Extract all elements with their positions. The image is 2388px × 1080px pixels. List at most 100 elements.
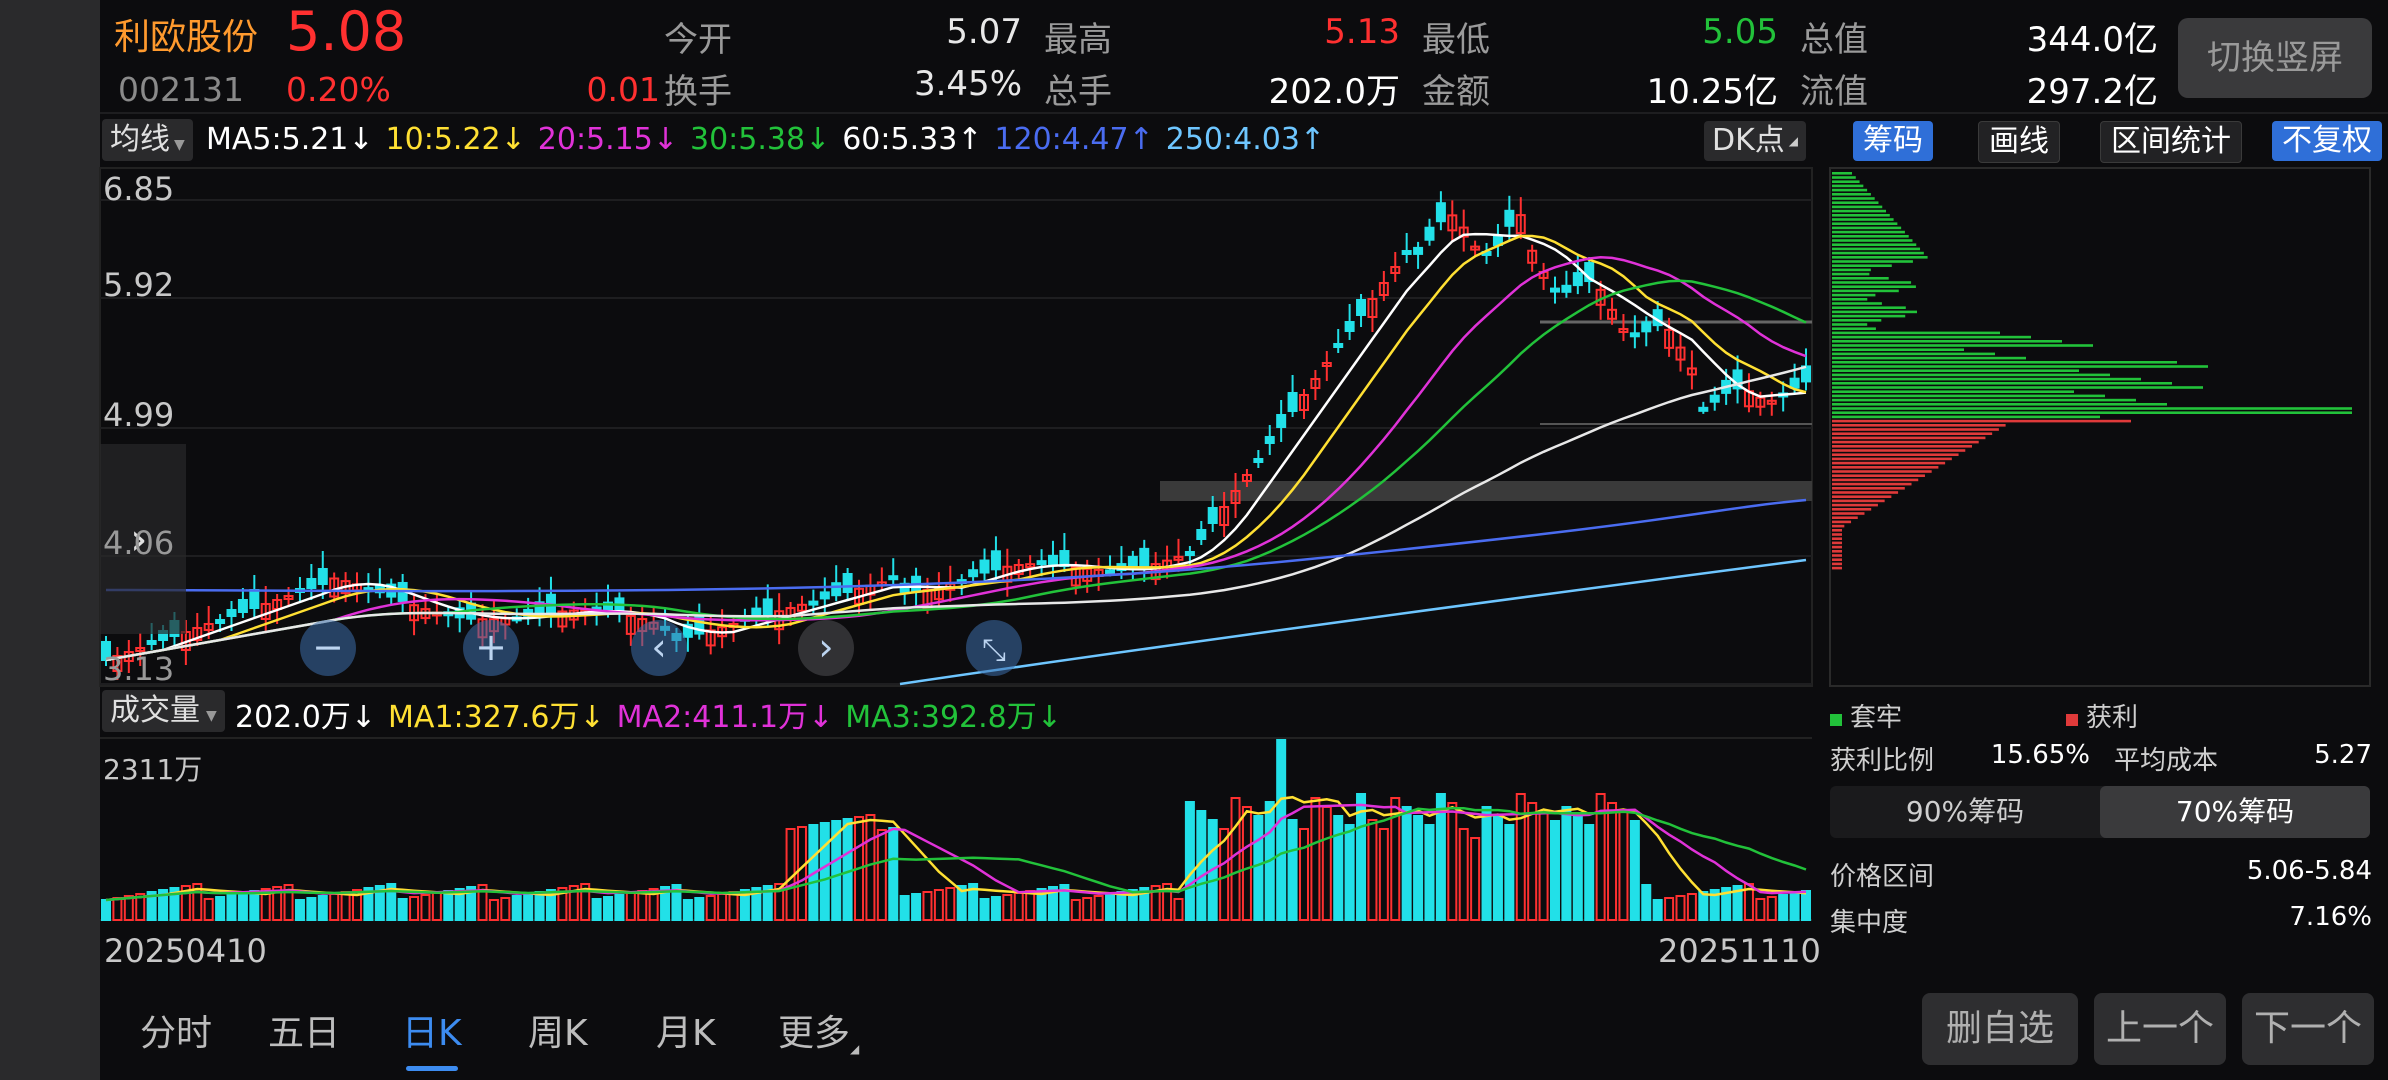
tab-weekly-k[interactable]: 周K	[528, 1013, 588, 1054]
tab-chips-90[interactable]: 90%筹码	[1905, 795, 2025, 828]
candle-body	[1789, 377, 1800, 389]
chip-bar	[1832, 516, 1858, 519]
volume-bar	[1561, 806, 1572, 921]
tab-no-adjust[interactable]: 不复权	[2272, 121, 2382, 161]
tab-chips[interactable]: 筹码	[1853, 121, 1933, 161]
ma-legend-value: MA5:5.21	[206, 122, 349, 157]
candle-body	[1059, 550, 1070, 568]
volume-bar	[1333, 815, 1344, 921]
chip-bar	[1832, 289, 1899, 293]
remove-watchlist-button[interactable]: 删自选	[1922, 993, 2078, 1065]
candle-body	[990, 550, 1001, 571]
tab-range-stats[interactable]: 区间统计	[2100, 121, 2242, 163]
candle-body	[1686, 367, 1697, 376]
chip-bar	[1832, 373, 2110, 377]
chip-bar	[1832, 193, 1871, 196]
chip-bar	[1832, 533, 1842, 536]
scroll-left-button[interactable]: ‹	[631, 620, 687, 676]
green-square-icon	[1830, 714, 1842, 726]
collapse-handle[interactable]: ›	[100, 444, 186, 634]
zoom-in-button[interactable]: +	[463, 620, 519, 676]
chip-bar	[1832, 419, 2131, 423]
volume-legend-item: 202.0万↓	[235, 700, 376, 735]
tab-more[interactable]: 更多◢	[778, 1004, 859, 1056]
chip-bar	[1832, 172, 1852, 175]
volume-bar	[1356, 793, 1367, 921]
previous-stock-button[interactable]: 上一个	[2094, 993, 2226, 1065]
chip-bar	[1832, 268, 1871, 272]
volume-bar	[443, 890, 454, 921]
tab-chips-70[interactable]: 70%筹码	[2100, 786, 2370, 838]
tab-draw-line[interactable]: 画线	[1978, 121, 2060, 163]
change-percent: 0.20%	[286, 70, 391, 109]
fullscreen-button[interactable]: ⤡	[966, 620, 1022, 676]
chip-bar	[1832, 235, 1909, 238]
volume-bar	[1766, 896, 1777, 921]
volume-bar	[1253, 815, 1264, 921]
volume-bar	[1698, 891, 1709, 921]
volume-bar	[899, 895, 910, 921]
volume-bar	[728, 891, 739, 921]
next-stock-button[interactable]: 下一个	[2242, 993, 2374, 1065]
volume-bar	[956, 885, 967, 921]
candle-body	[1378, 282, 1389, 296]
chip-bar	[1832, 184, 1864, 188]
profit-ratio-label: 获利比例	[1830, 746, 1935, 776]
chip-bar	[1832, 226, 1902, 230]
stock-code: 002131	[118, 70, 244, 109]
chip-bar	[1832, 411, 2352, 414]
scroll-right-button[interactable]: ›	[798, 620, 854, 676]
chip-bar	[1832, 188, 1868, 192]
quote-value-volume: 202.0万	[1268, 72, 1400, 112]
volume-bar	[146, 891, 157, 921]
volume-bar	[1721, 887, 1732, 921]
candle-body	[1276, 414, 1287, 428]
volume-bar	[306, 897, 317, 921]
candle-body	[1801, 365, 1811, 383]
volume-bar	[1162, 883, 1173, 921]
volume-bar	[990, 896, 1001, 921]
candle-body	[1344, 321, 1355, 332]
candle-body	[1356, 299, 1367, 316]
tab-monthly-k[interactable]: 月K	[656, 1013, 716, 1054]
chip-bar	[1832, 201, 1879, 204]
volume-legend-item: MA1:327.6万↓	[388, 700, 605, 735]
tab-five-day[interactable]: 五日	[268, 1013, 341, 1054]
volume-bar	[1401, 806, 1412, 921]
switch-portrait-button[interactable]: 切换竖屏	[2178, 18, 2372, 98]
tab-daily-k[interactable]: 日K	[402, 1013, 462, 1054]
ma-legend-value: 10:5.22	[385, 122, 501, 157]
ma-legend-item: 250:4.03↑	[1166, 122, 1325, 157]
candle-body	[1230, 490, 1241, 504]
chip-bar	[1832, 436, 1986, 440]
chip-bar	[1832, 218, 1894, 221]
dk-point-button[interactable]: DK点 ◢	[1704, 121, 1807, 161]
volume-bar	[876, 829, 887, 921]
chip-bar	[1832, 369, 2079, 372]
chip-bar	[1832, 356, 2026, 360]
chip-bar	[1832, 323, 1868, 326]
volume-bar	[796, 826, 807, 921]
volume-bar	[272, 886, 283, 921]
tab-intraday[interactable]: 分时	[140, 1013, 213, 1054]
minus-icon: −	[312, 625, 344, 669]
volume-bar	[1675, 895, 1686, 921]
ma-legend: MA5:5.21↓ 10:5.22↓ 20:5.15↓ 30:5.38↓ 60:5.33…	[206, 122, 1337, 157]
ma-line	[105, 279, 1807, 662]
volume-selector[interactable]: 成交量 ▼	[102, 690, 225, 732]
volume-bar	[329, 893, 340, 921]
candle-body	[1333, 343, 1344, 348]
chip-bar	[1832, 331, 2000, 335]
volume-bar	[1629, 820, 1640, 921]
chip-bar	[1832, 424, 2006, 427]
zoom-out-button[interactable]: −	[300, 620, 356, 676]
ma-legend-value: 120:4.47	[994, 122, 1129, 157]
ma-selector[interactable]: 均线 ▼	[102, 119, 193, 161]
volume-bar	[625, 892, 636, 921]
chip-bar	[1832, 197, 1875, 200]
chip-bar	[1832, 348, 1964, 351]
price-range-label: 价格区间	[1830, 862, 1935, 892]
tab-more-label: 更多	[778, 1013, 851, 1054]
volume-bar	[1801, 890, 1811, 921]
